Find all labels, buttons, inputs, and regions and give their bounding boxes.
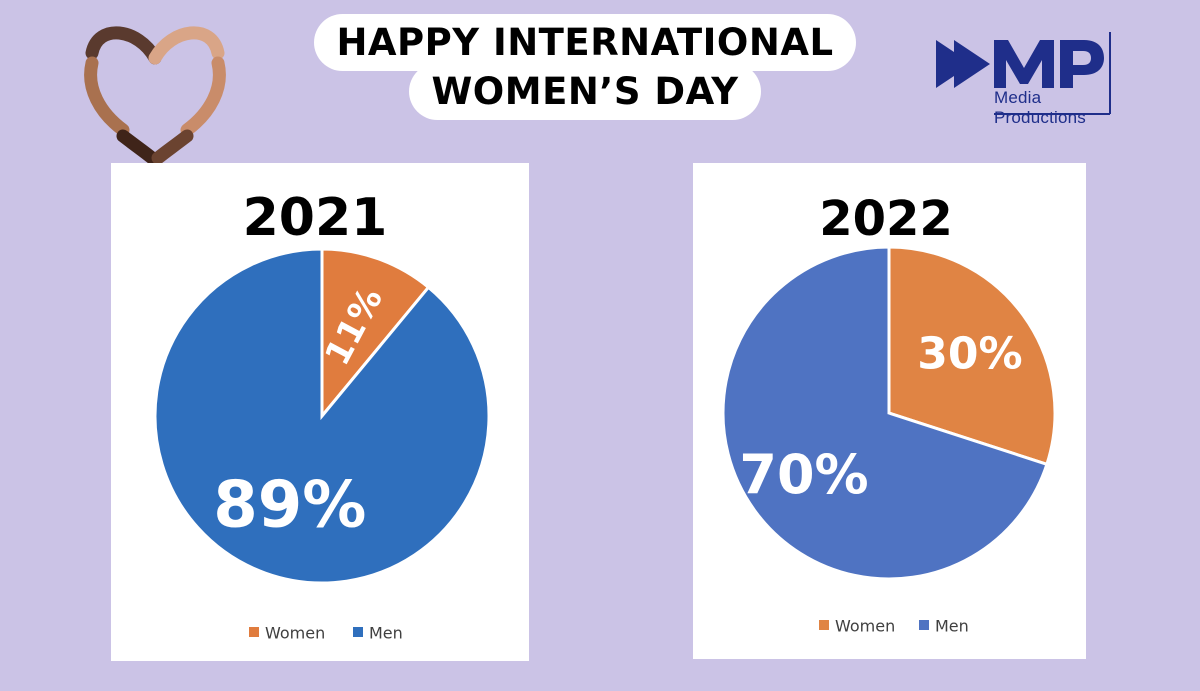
- pie-slice-women: [887, 245, 1057, 467]
- heart-hands-logo: [84, 26, 226, 163]
- legend-swatch-women: [819, 620, 829, 630]
- title-line-1: HAPPY INTERNATIONAL: [314, 14, 856, 71]
- data-label-men: 89%: [213, 468, 366, 542]
- pie-chart-2022: 2022 30% 70% Women Men: [721, 191, 1057, 636]
- chart-card-2022: 2022 30% 70% Women Men: [693, 163, 1086, 659]
- title-line-2: WOMEN’S DAY: [409, 63, 761, 120]
- chart-title: 2021: [243, 188, 388, 248]
- pie-slice-women: [320, 247, 431, 421]
- logo-text: Media Productions: [994, 88, 1086, 127]
- pie-slice-men: [153, 247, 491, 585]
- data-label-men: 70%: [739, 443, 868, 506]
- media-productions-logo: Media Productions: [932, 22, 1122, 127]
- page-title: HAPPY INTERNATIONAL WOMEN’S DAY: [285, 14, 885, 154]
- pie-chart-2021: 2021 11%89% Women Men: [153, 188, 491, 643]
- chart-card-2021: 2021 11% 89% Women Men: [111, 163, 529, 661]
- legend-label-men: Men: [369, 624, 403, 643]
- chart-title: 2022: [819, 191, 953, 247]
- data-label-women: 30%: [917, 329, 1022, 380]
- pie-slice-men: [721, 245, 1049, 581]
- legend-label-women: Women: [835, 617, 895, 636]
- legend-label-men: Men: [935, 617, 969, 636]
- legend-swatch-women: [249, 627, 259, 637]
- legend-label-women: Women: [265, 624, 325, 643]
- legend-swatch-men: [353, 627, 363, 637]
- legend-swatch-men: [919, 620, 929, 630]
- mp-logo-mark: [936, 32, 1111, 115]
